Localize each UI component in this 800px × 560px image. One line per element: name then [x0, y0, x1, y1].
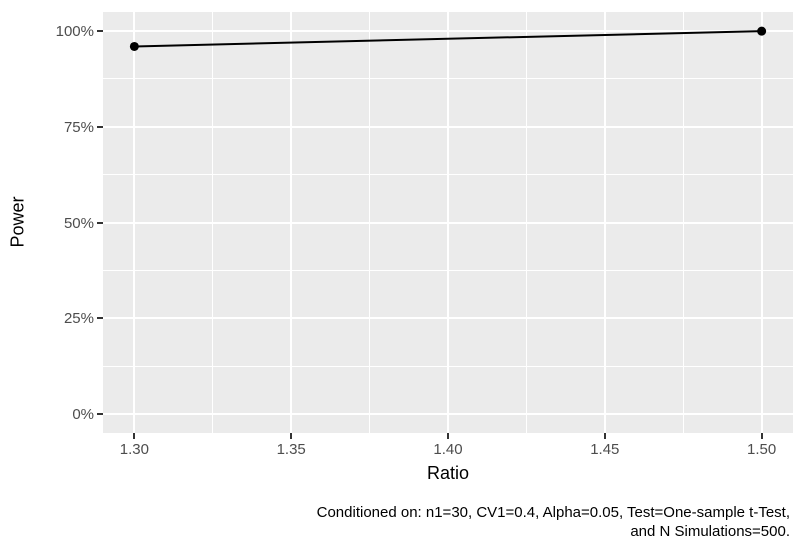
- x-tick-mark: [760, 433, 763, 439]
- caption-line-2: and N Simulations=500.: [630, 523, 790, 540]
- x-tick-label: 1.45: [590, 441, 620, 458]
- y-axis-title: Power: [7, 196, 28, 248]
- x-tick-mark: [133, 433, 136, 439]
- data-point: [757, 26, 767, 36]
- gridline-major-x: [447, 12, 449, 433]
- y-tick-label: 0%: [72, 405, 94, 423]
- y-tick-label: 75%: [63, 118, 94, 136]
- x-tick-label: 1.50: [747, 441, 777, 458]
- y-tick-label: 25%: [63, 310, 94, 328]
- x-tick-label: 1.35: [276, 441, 306, 458]
- chart-caption: Conditioned on: n1=30, CV1=0.4, Alpha=0.…: [30, 503, 790, 541]
- y-tick-mark: [97, 125, 103, 128]
- gridline-major-x: [290, 12, 293, 433]
- x-tick-mark: [447, 433, 449, 439]
- caption-line-1: Conditioned on: n1=30, CV1=0.4, Alpha=0.…: [316, 504, 790, 521]
- series-line: [134, 30, 762, 48]
- data-point: [129, 41, 139, 51]
- gridline-major-x: [603, 12, 606, 433]
- y-tick-label: 100%: [55, 23, 94, 41]
- y-tick-mark: [97, 221, 103, 224]
- y-tick-label: 50%: [63, 214, 94, 232]
- x-tick-mark: [290, 433, 293, 439]
- x-axis-title: Ratio: [426, 463, 470, 483]
- power-line-series: [129, 26, 767, 51]
- gridline-major-x: [133, 12, 136, 433]
- x-tick-label: 1.30: [119, 441, 149, 458]
- x-tick-label: 1.40: [433, 441, 463, 458]
- y-tick-mark: [97, 317, 103, 320]
- y-tick-mark: [97, 412, 103, 415]
- plot-panel: [103, 12, 793, 433]
- x-tick-mark: [603, 433, 606, 439]
- y-tick-mark: [97, 30, 103, 33]
- gridline-major-x: [760, 12, 763, 433]
